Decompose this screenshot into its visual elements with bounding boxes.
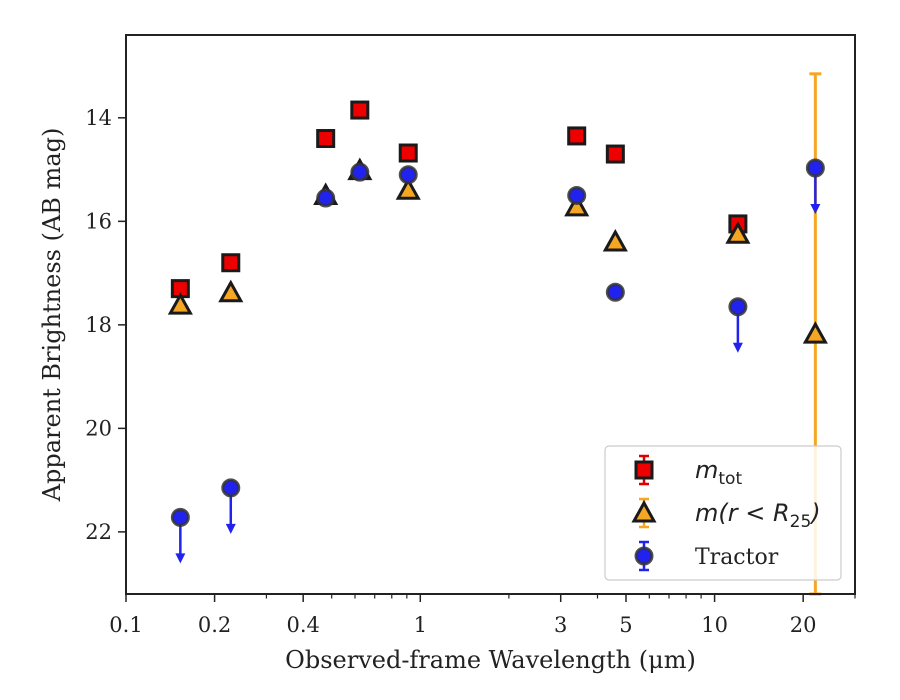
y-tick-label: 16 — [85, 209, 112, 233]
triangle-marker — [395, 177, 421, 200]
y-tick-label: 22 — [85, 520, 112, 544]
triangle-marker — [564, 193, 590, 217]
circle-marker — [316, 188, 336, 208]
square-marker — [350, 100, 370, 120]
square-marker — [567, 126, 587, 146]
square-marker — [316, 129, 336, 149]
triangle-marker — [725, 221, 751, 244]
circle-marker — [605, 282, 625, 302]
x-tick-label: 10 — [701, 613, 728, 637]
x-axis-label: Observed-frame Wavelength (μm) — [285, 646, 696, 674]
x-tick-label: 20 — [790, 613, 817, 637]
legend-triangle-marker — [631, 499, 657, 523]
plot-frame — [125, 34, 856, 595]
legend-square-marker — [634, 460, 654, 480]
data-markers — [167, 100, 828, 527]
upper-limit-arrow-head — [175, 553, 186, 564]
x-tick-label: 0.1 — [109, 613, 142, 637]
circle-marker — [805, 158, 825, 178]
upper-limit-arrow-head — [810, 204, 821, 215]
y-axis-label: Apparent Brightness (AB mag) — [38, 128, 66, 503]
circle-marker — [728, 297, 748, 317]
legend-label: m(r < R25) — [695, 499, 821, 532]
y-tick-label: 18 — [85, 313, 112, 337]
x-tick-label: 0.4 — [286, 613, 319, 637]
legend: mtot m(r < R25) Tractor — [604, 445, 842, 581]
legend-label: mtot — [695, 456, 742, 489]
circle-marker — [221, 478, 241, 498]
square-marker — [221, 253, 241, 273]
triangle-marker — [802, 321, 828, 344]
triangle-marker — [167, 292, 193, 315]
x-tick-label: 3 — [554, 613, 567, 637]
legend-circle-marker — [634, 546, 654, 566]
circle-marker — [567, 185, 587, 205]
axis-ticks: 0.1 0.2 0.4 1 3 5 10 20 14 16 18 20 22 — [85, 106, 856, 637]
triangle-marker — [218, 279, 244, 303]
legend-box — [604, 445, 842, 581]
y-tick-label: 14 — [85, 106, 112, 130]
square-marker — [605, 144, 625, 164]
x-tick-label: 1 — [414, 613, 427, 637]
circle-marker — [170, 507, 190, 527]
square-marker — [398, 143, 418, 163]
legend-label: Tractor — [695, 545, 779, 570]
y-tick-label: 20 — [85, 416, 112, 440]
x-tick-label: 0.2 — [198, 613, 231, 637]
triangle-marker — [602, 228, 628, 252]
upper-limit-arrow-head — [225, 523, 236, 534]
circle-marker — [398, 165, 418, 185]
upper-limit-arrow-head — [732, 342, 743, 353]
x-tick-label: 5 — [619, 613, 632, 637]
circle-marker — [350, 162, 370, 182]
